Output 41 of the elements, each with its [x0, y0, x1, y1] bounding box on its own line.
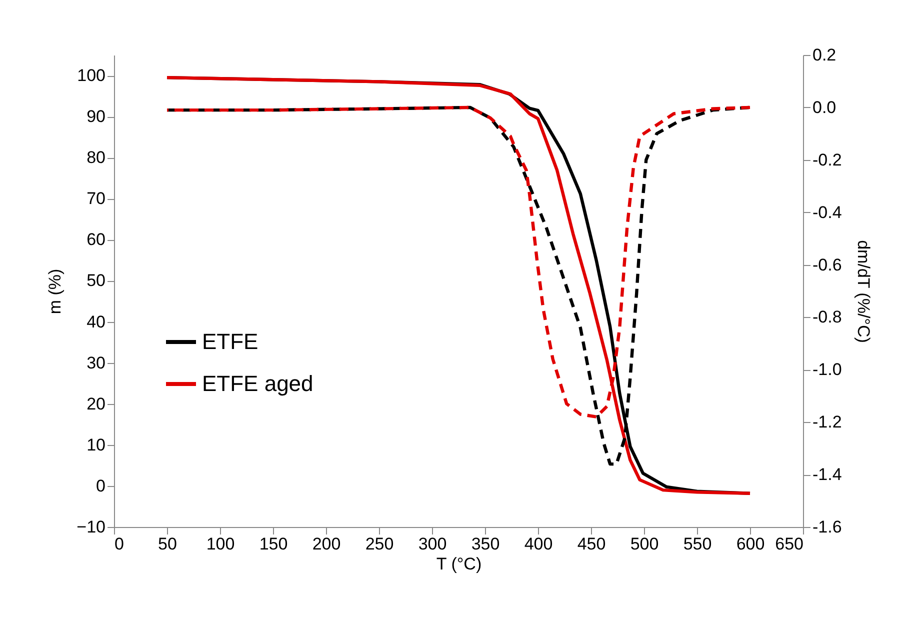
- y-tick-label: 60: [86, 230, 106, 250]
- y-tick-label: 80: [86, 148, 106, 168]
- y-tick-label: 30: [86, 353, 106, 372]
- y2-tick-label: -1.2: [812, 412, 842, 432]
- y2-tick-label: -0.6: [812, 255, 842, 274]
- x-tick-label: 150: [259, 534, 288, 554]
- y2-axis-title: dm/dT (%/°C): [854, 240, 873, 343]
- x-tick-label: 50: [158, 534, 177, 554]
- x-tick-label: 200: [312, 534, 341, 554]
- x-tick-label: 600: [736, 534, 765, 554]
- x-tick-label: 650: [775, 534, 804, 554]
- y2-tick-label: 0.2: [812, 46, 836, 64]
- y-tick-label: 10: [86, 435, 106, 454]
- y-tick-label: 70: [86, 189, 106, 208]
- x-tick-label: 0: [114, 534, 124, 554]
- y2-tick-label: -1.0: [812, 360, 842, 380]
- y-tick-label: 90: [86, 107, 106, 126]
- y-axis-title: m (%): [46, 268, 65, 314]
- y-tick-label: 20: [86, 394, 106, 414]
- x-tick-label: 500: [630, 534, 659, 554]
- y2-tick-label: 0.0: [812, 98, 836, 117]
- x-tick-label: 550: [683, 534, 712, 554]
- y2-tick-label: -0.8: [812, 308, 842, 327]
- x-tick-label: 100: [206, 534, 235, 554]
- x-tick-label: 350: [471, 534, 500, 554]
- y-tick-label: −10: [76, 518, 106, 536]
- y-tick-label: 100: [77, 66, 106, 86]
- x-tick-label: 450: [577, 534, 606, 554]
- x-axis-title: T (°C): [436, 554, 482, 574]
- y-tick-label: 40: [86, 312, 106, 332]
- y2-tick-label: -0.4: [812, 202, 842, 222]
- y-tick-label: 0: [96, 476, 106, 496]
- x-tick-label: 250: [365, 534, 394, 554]
- x-tick-label: 300: [418, 534, 447, 554]
- x-tick-label: 400: [524, 534, 553, 554]
- legend-label: ETFE aged: [202, 371, 314, 396]
- y2-tick-label: -0.2: [812, 150, 842, 170]
- legend-label: ETFE: [202, 329, 258, 354]
- y2-tick-label: -1.4: [812, 465, 842, 484]
- y-tick-label: 50: [86, 271, 106, 290]
- y2-tick-label: -1.6: [812, 518, 842, 536]
